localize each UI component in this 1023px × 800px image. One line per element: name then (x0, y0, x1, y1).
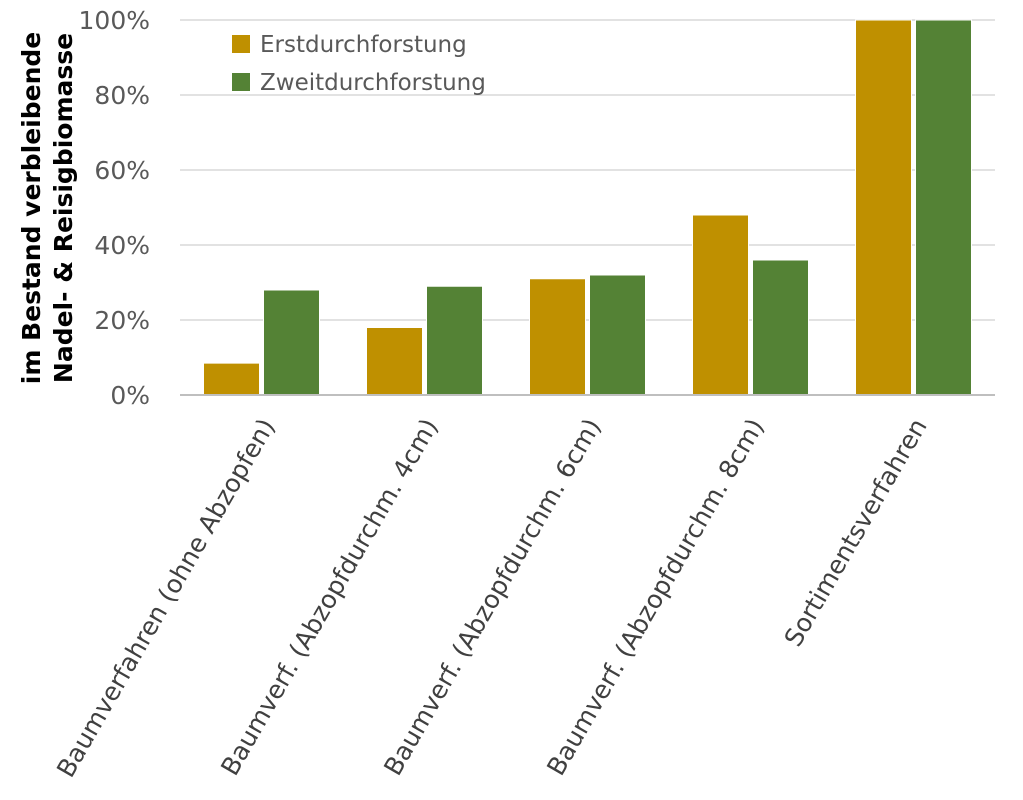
y-tick-label: 60% (94, 156, 150, 185)
y-tick-label: 0% (110, 381, 150, 410)
legend-label: Erstdurchforstung (260, 32, 467, 58)
bar-series-2 (589, 274, 646, 396)
y-tick-label: 80% (94, 81, 150, 110)
y-tick-label: 20% (94, 306, 150, 335)
legend-swatch (232, 35, 250, 53)
category-labels: Baumverfahren (ohne Abzopfen)Baumverf. (… (51, 414, 933, 783)
legend-label: Zweitdurchforstung (260, 70, 486, 96)
y-axis-title-line-1: im Bestand verbleibende (17, 32, 46, 385)
bar-series-1 (203, 362, 260, 396)
bar-series-2 (426, 285, 483, 396)
y-tick-labels: 0% 20% 40% 60% 80% 100% (79, 6, 150, 410)
y-tick-label: 100% (79, 6, 150, 35)
bars (203, 19, 972, 396)
bar-series-2 (263, 289, 320, 396)
bar-series-1 (366, 327, 423, 396)
bar-series-1 (855, 19, 912, 396)
bar-series-1 (529, 278, 586, 396)
bar-series-1 (692, 214, 749, 396)
legend-swatch (232, 73, 250, 91)
y-tick-label: 40% (94, 231, 150, 260)
bar-series-2 (752, 259, 809, 396)
bar-series-2 (915, 19, 972, 396)
category-label: Sortimentsverfahren (779, 414, 933, 652)
y-axis-title-line-2: Nadel- & Reisigbiomasse (49, 33, 78, 383)
legend: Erstdurchforstung Zweitdurchforstung (232, 32, 486, 96)
